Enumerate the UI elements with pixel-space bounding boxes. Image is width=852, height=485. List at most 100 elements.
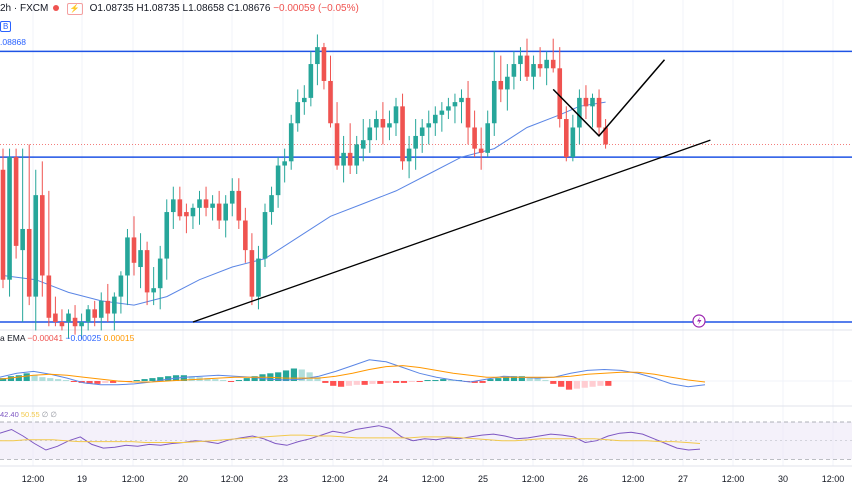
- symbol-label: 2h · FXCM: [0, 3, 49, 14]
- candle-body: [262, 212, 268, 259]
- candle-body: [308, 64, 314, 98]
- ohlc-close: C1.08676: [227, 3, 271, 14]
- candle-body: [374, 119, 379, 128]
- candle-body: [243, 220, 248, 251]
- macd-histogram-bar: [416, 381, 423, 382]
- indicator-badge[interactable]: B: [0, 21, 12, 32]
- macd-header: a EMA −0.00041 −0.00025 0.00015: [0, 333, 134, 343]
- macd-histogram-bar: [275, 372, 282, 381]
- candle-body: [387, 123, 392, 128]
- candle-body: [203, 199, 209, 208]
- candle-body: [321, 47, 327, 81]
- projection-path: [552, 59, 666, 138]
- candle-body: [13, 157, 19, 246]
- candle-body: [0, 169, 6, 280]
- candle-body: [164, 212, 170, 259]
- rsi-header: 42.40 50.55 ∅ ∅: [0, 410, 57, 419]
- macd-histogram-bar: [408, 381, 415, 382]
- macd-histogram-bar: [510, 376, 518, 381]
- candle-body: [157, 258, 163, 289]
- x-axis-tick-label: 12:00: [521, 474, 545, 484]
- candle-body: [7, 157, 12, 280]
- macd-histogram-bar: [393, 381, 400, 383]
- price-pane[interactable]: [0, 34, 852, 339]
- candle-body: [131, 237, 137, 263]
- ohlc-change: −0.00059 (−0.05%): [273, 3, 359, 14]
- candle-body: [491, 80, 497, 124]
- macd-histogram-bar: [424, 380, 431, 382]
- x-axis-tick-label: 12:00: [321, 474, 345, 484]
- macd-histogram-bar: [589, 381, 596, 387]
- candle-body: [406, 148, 412, 162]
- candle-body: [33, 195, 39, 297]
- x-axis-tick-label: 12:00: [21, 474, 45, 484]
- macd-histogram-bar: [204, 378, 211, 381]
- candle-body: [72, 317, 78, 327]
- symbol-header: 2h · FXCM ⚡ O1.08735 H1.08735 L1.08658 C…: [0, 3, 359, 15]
- candle-body: [40, 195, 45, 276]
- candle-body: [171, 199, 176, 213]
- macd-histogram-bar: [31, 375, 38, 381]
- x-axis-tick-label: 24: [377, 474, 389, 484]
- x-axis-tick-label: 25: [477, 474, 489, 484]
- grid: [0, 0, 852, 467]
- rsi-ma-line: [0, 434, 701, 444]
- macd-histogram-bar: [573, 381, 580, 389]
- macd-histogram-bar: [15, 375, 22, 381]
- candle-body: [197, 199, 202, 208]
- macd-histogram-bar: [487, 379, 494, 381]
- macd-value: −0.00041: [27, 333, 64, 343]
- candle-body: [531, 64, 536, 77]
- macd-histogram-bar: [565, 381, 573, 390]
- macd-histogram-bar: [337, 381, 345, 387]
- candle-body: [282, 161, 287, 166]
- candle-body: [557, 68, 563, 120]
- candle-body: [419, 127, 425, 136]
- macd-histogram-bar: [70, 381, 77, 382]
- candle-body: [472, 127, 477, 149]
- macd-histogram-bar: [597, 381, 604, 386]
- candle-body: [413, 135, 418, 149]
- macd-histogram-bar: [306, 372, 313, 381]
- candle-body: [210, 203, 215, 208]
- macd-signal-value: −0.00025: [65, 333, 102, 343]
- candle-body: [184, 212, 189, 217]
- candle-body: [498, 80, 504, 90]
- candle-body: [66, 313, 71, 322]
- macd-histogram-bar: [7, 376, 15, 381]
- macd-histogram-bar: [227, 381, 235, 382]
- rsi-pane[interactable]: [0, 421, 852, 460]
- candle-body: [544, 59, 549, 69]
- candle-body: [439, 110, 445, 115]
- candle-body: [223, 203, 228, 221]
- macd-histogram-bar: [314, 377, 321, 381]
- candle-body: [138, 250, 143, 268]
- x-axis-tick-label: 12:00: [621, 474, 645, 484]
- candle-body: [92, 309, 97, 318]
- macd-histogram-bar: [243, 378, 250, 381]
- macd-histogram-bar: [495, 378, 502, 381]
- candle-body: [20, 228, 25, 251]
- candle-body: [596, 97, 602, 128]
- candle-body: [433, 114, 438, 124]
- candle-body: [478, 148, 484, 153]
- macd-histogram-bar: [550, 381, 557, 384]
- macd-histogram-bar: [23, 373, 30, 381]
- macd-histogram-bar: [432, 380, 439, 382]
- candle-body: [190, 207, 196, 217]
- candle-body: [105, 300, 111, 314]
- x-axis-tick-label: 30: [777, 474, 789, 484]
- macd-histogram-bar: [322, 381, 329, 383]
- candle-body: [85, 309, 91, 322]
- candle-body: [459, 97, 464, 103]
- lightning-badge-icon[interactable]: ⚡: [66, 3, 83, 15]
- x-axis-tick-label: 12:00: [421, 474, 445, 484]
- candle-body: [446, 106, 451, 111]
- macd-histogram-bar: [526, 377, 533, 381]
- macd-histogram-bar: [0, 378, 7, 381]
- candle-body: [302, 97, 307, 103]
- ema-value: .08868: [0, 37, 26, 47]
- macd-histogram-bar: [542, 380, 549, 382]
- macd-pane[interactable]: [0, 359, 852, 390]
